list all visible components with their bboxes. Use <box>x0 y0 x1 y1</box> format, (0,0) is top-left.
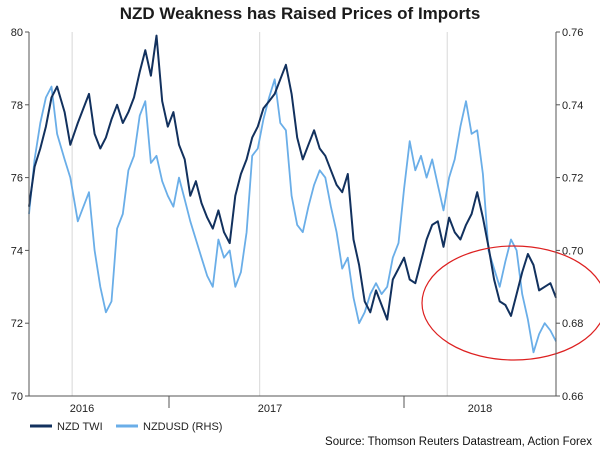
x-tick-label: 2017 <box>258 403 282 415</box>
y-right-tick-label: 0.70 <box>562 245 583 257</box>
series-line-nzdusd <box>28 78 557 354</box>
y-left-tick-label: 70 <box>11 391 23 403</box>
y-left-tick-label: 78 <box>11 100 23 112</box>
y-right-tick-label: 0.74 <box>562 100 583 112</box>
x-tick-label: 2018 <box>468 403 492 415</box>
annotation-ellipse <box>421 245 600 361</box>
source-label: Source: Thomson Reuters Datastream, Acti… <box>325 436 592 448</box>
y-left-tick-label: 76 <box>11 173 23 185</box>
legend-label-nzd-twi: NZD TWI <box>57 421 103 433</box>
chart-title: NZD Weakness has Raised Prices of Import… <box>119 4 481 23</box>
y-left-tick-label: 74 <box>11 245 23 257</box>
series-line-nzd-twi <box>28 34 557 321</box>
plot-area <box>29 32 556 396</box>
y-right-tick-label: 0.72 <box>562 173 583 185</box>
x-tick-label: 2016 <box>70 403 94 415</box>
y-right-tick-label: 0.68 <box>562 318 583 330</box>
legend-label-nzdusd: NZDUSD (RHS) <box>143 421 222 433</box>
y-right-tick-label: 0.66 <box>562 391 583 403</box>
y-left-tick-label: 80 <box>11 27 23 39</box>
y-left-tick-label: 72 <box>11 318 23 330</box>
y-right-tick-label: 0.76 <box>562 27 583 39</box>
